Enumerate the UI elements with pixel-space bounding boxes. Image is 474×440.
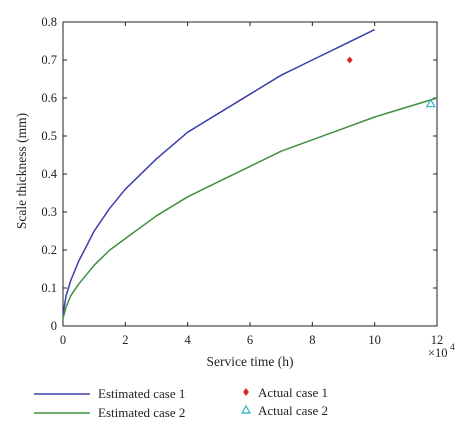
legend-label-actual-case-1: Actual case 1 xyxy=(258,385,328,400)
series-line-estimated-case-2 xyxy=(62,97,438,319)
legend-label-estimated-case-2: Estimated case 2 xyxy=(98,405,185,420)
plot-area: 0 2 4 6 8 10 12 0 0.1 0.2 0.3 0.4 0.5 0.6 0.7 0.8 xyxy=(41,15,443,347)
y-tick-label: 0.6 xyxy=(41,91,57,105)
y-tick-label: 0 xyxy=(51,319,57,333)
x-tick-label: 0 xyxy=(60,333,66,347)
x-multiplier-exponent: 4 xyxy=(450,343,455,353)
x-tick-label: 10 xyxy=(368,333,381,347)
y-tick-label: 0.7 xyxy=(41,53,57,67)
x-tick-label: 12 xyxy=(431,333,444,347)
y-axis-label: Scale thickness (mm) xyxy=(14,113,29,229)
x-tick-label: 6 xyxy=(247,333,253,347)
x-tick-label: 2 xyxy=(122,333,128,347)
x-tick-label: 8 xyxy=(309,333,315,347)
data-point-actual-case-2 xyxy=(425,98,436,108)
x-multiplier-base: ×10 xyxy=(428,346,448,360)
legend-label-actual-case-2: Actual case 2 xyxy=(258,403,328,418)
y-tick-label: 0.5 xyxy=(41,129,57,143)
y-tick-label: 0.4 xyxy=(41,167,57,181)
legend-marker-actual-case-1 xyxy=(243,388,249,396)
legend: Estimated case 1 Estimated case 2 Actual… xyxy=(34,385,328,420)
x-tick-label: 4 xyxy=(185,333,192,347)
plot-frame xyxy=(62,21,438,327)
x-axis-label: Service time (h) xyxy=(207,354,294,369)
y-tick-label: 0.2 xyxy=(41,243,57,257)
y-tick-label: 0.1 xyxy=(41,281,57,295)
legend-marker-actual-case-2 xyxy=(240,404,252,414)
legend-label-estimated-case-1: Estimated case 1 xyxy=(98,386,185,401)
x-multiplier: ×10 4 xyxy=(428,343,455,360)
data-point-actual-case-1 xyxy=(346,56,353,64)
y-tick-label: 0.3 xyxy=(41,205,57,219)
y-tick-label: 0.8 xyxy=(41,15,57,29)
series-line-estimated-case-1 xyxy=(62,28,376,315)
